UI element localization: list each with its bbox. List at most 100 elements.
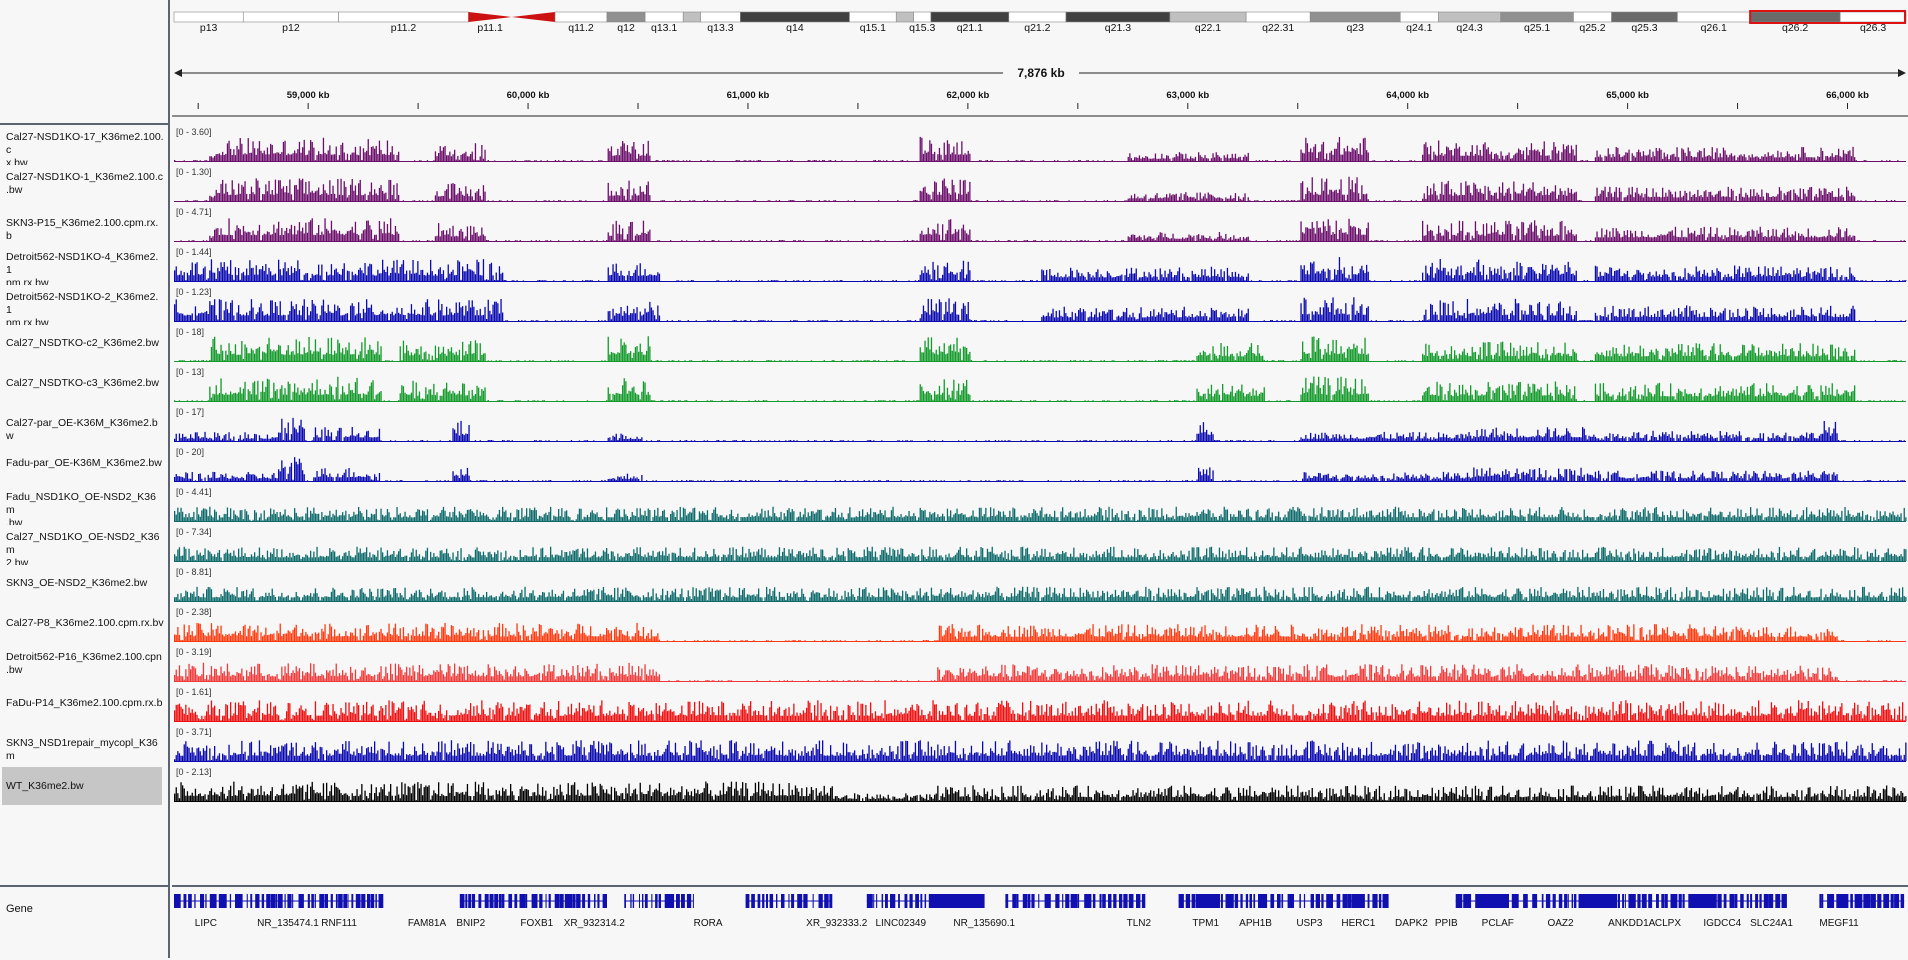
gene-name-label[interactable]: CLPX [1655, 918, 1681, 929]
signal-track[interactable]: [0 - 13] [174, 367, 1906, 402]
track-name[interactable]: FaDu-P14_K36me2.100.cpm.rx.b [6, 687, 164, 725]
signal-track[interactable]: [0 - 4.41] [174, 487, 1907, 522]
track-name-line: Fadu-par_OE-K36M_K36me2.bw [6, 457, 162, 469]
data-range-label: [0 - 4.71] [176, 207, 212, 217]
gene-exons [174, 894, 278, 908]
gene-name-label[interactable]: SLC24A1 [1750, 918, 1793, 929]
gene-name-label[interactable]: DAPK2 [1395, 918, 1428, 929]
signal-track[interactable]: [0 - 8.81] [174, 567, 1907, 602]
track-name-line: SKN3_NSD1repair_mycopl_K36m [6, 737, 158, 762]
gene-name-label[interactable]: PPIB [1435, 918, 1458, 929]
signal-track[interactable]: [0 - 4.71] [174, 207, 1906, 242]
gene-name-label[interactable]: APH1B [1239, 918, 1272, 929]
track-name[interactable]: SKN3-P15_K36me2.100.cpm.rx.b [6, 207, 164, 245]
band-q26.3 [1839, 11, 1907, 23]
band-label: q21.2 [1024, 22, 1050, 34]
data-range-label: [0 - 18] [176, 327, 204, 337]
band-label: q22.31 [1262, 22, 1294, 34]
track-name[interactable]: Detroit562-NSD1KO-4_K36me2.1 pm.rx.bw [6, 247, 164, 285]
span-left-arrow [174, 69, 182, 77]
signal-track[interactable]: [0 - 1.61] [174, 687, 1907, 722]
signal-track[interactable]: [0 - 2.13] [174, 767, 1907, 802]
track-name[interactable]: Fadu-par_OE-K36M_K36me2.bw [6, 447, 164, 485]
gene-name-label[interactable]: FAM81A [408, 918, 447, 929]
track-name-line: pm.rx.bw [6, 277, 49, 285]
band-label: p13 [200, 22, 218, 34]
track-name-text: Cal27-P8_K36me2.100.cpm.rx.bv [6, 617, 164, 629]
gene-name-label[interactable]: LIPC [195, 918, 217, 929]
gene-name-label[interactable]: TPM1 [1192, 918, 1219, 929]
track-name-line: Cal27_NSD1KO_OE-NSD2_K36m [6, 531, 160, 556]
band-label: q26.1 [1701, 22, 1727, 34]
signal-track[interactable]: [0 - 3.60] [174, 127, 1906, 162]
signal-track[interactable]: [0 - 2.38] [174, 607, 1906, 642]
gene-name-label[interactable]: HERC1 [1341, 918, 1375, 929]
track-name[interactable]: Fadu_NSD1KO_OE-NSD2_K36m .bw [6, 487, 164, 525]
signal-track[interactable]: [0 - 1.30] [174, 167, 1906, 202]
gene-name-label[interactable]: ANKDD1A [1608, 918, 1656, 929]
signal-bars [174, 417, 1905, 441]
gene-track-label[interactable]: Gene [6, 903, 33, 915]
track-name[interactable]: Cal27_NSDTKO-c2_K36me2.bw [6, 327, 164, 365]
gene-name-label[interactable]: OAZ2 [1547, 918, 1574, 929]
track-name[interactable]: SKN3_OE-NSD2_K36me2.bw [6, 567, 164, 605]
track-name-text: SKN3-P15_K36me2.100.cpm.rx.b [6, 217, 158, 242]
track-name[interactable]: Cal27-NSD1KO-17_K36me2.100.c x.bw [6, 127, 164, 165]
track-name[interactable]: Detroit562-P16_K36me2.100.cpn .bw [6, 647, 164, 685]
data-range-label: [0 - 1.44] [176, 247, 212, 257]
gene-name-label[interactable]: BNIP2 [456, 918, 485, 929]
data-range-label: [0 - 8.81] [176, 567, 212, 577]
gene-name-label[interactable]: NR_135690.1 [953, 918, 1015, 929]
band-label: q25.3 [1631, 22, 1657, 34]
band-q15.1 [849, 11, 897, 23]
ruler[interactable]: 7,876 kb 59,000 kb 60,000 kb 61,000 kb 62,00… [172, 64, 1908, 117]
band-q22.31 [1245, 11, 1311, 23]
track-name-line: SKN3-P15_K36me2.100.cpm.rx.b [6, 217, 159, 242]
gene-name-label[interactable]: XR_932314.2 [564, 918, 626, 929]
track-name[interactable]: Cal27_NSD1KO_OE-NSD2_K36m 2.bw [6, 527, 164, 565]
band-label: q14 [786, 22, 804, 34]
signal-bars [174, 546, 1907, 561]
gene-name-label[interactable]: TLN2 [1127, 918, 1152, 929]
ruler-tick-label: 63,000 kb [1166, 90, 1209, 101]
band-q25.3 [1611, 11, 1678, 23]
gene-name-label[interactable]: USP3 [1296, 918, 1323, 929]
track-name-line: Cal27-par_OE-K36M_K36me2.bw [6, 417, 158, 442]
chromosome-ideogram[interactable]: p13 p12 p11.2 p11.1 q11.2 q12 q13.1 q13.3 q14 q15… [172, 0, 1908, 123]
gene-exon-block [930, 894, 985, 908]
gene-name-label[interactable]: MEGF11 [1819, 918, 1859, 929]
data-panel[interactable]: p13 p12 p11.2 p11.1 q11.2 q12 q13.1 q13.3 q14 q15… [172, 0, 1908, 958]
signal-track[interactable]: [0 - 3.19] [174, 647, 1906, 682]
gene-name-label[interactable]: XR_932333.2 [806, 918, 868, 929]
track-name[interactable]: Detroit562-NSD1KO-2_K36me2.1 pm.rx.bw [6, 287, 164, 325]
signal-track[interactable]: [0 - 1.44] [174, 247, 1907, 282]
gene-name-label[interactable]: RNF111 [321, 918, 357, 929]
track-name[interactable]: WT_K36me2.bw [2, 767, 162, 805]
data-range-label: [0 - 3.71] [176, 727, 212, 737]
track-name[interactable]: SKN3_NSD1repair_mycopl_K36m [6, 727, 164, 765]
signal-track[interactable]: [0 - 17] [174, 407, 1906, 442]
band-label: q22.1 [1195, 22, 1221, 34]
gene-name-label[interactable]: IGDCC4 [1703, 918, 1741, 929]
gene-name-label[interactable]: NR_135474.1 [257, 918, 319, 929]
gene-name-label[interactable]: LINC02349 [875, 918, 926, 929]
track-name[interactable]: Cal27_NSDTKO-c3_K36me2.bw [6, 367, 164, 405]
signal-track[interactable]: [0 - 1.23] [174, 287, 1907, 322]
signal-track[interactable]: [0 - 3.71] [174, 727, 1907, 762]
band-p13 [173, 11, 244, 23]
track-name[interactable]: Cal27-NSD1KO-1_K36me2.100.c .bw [6, 167, 164, 205]
current-view-highlight[interactable] [1749, 10, 1906, 24]
track-name[interactable]: Cal27-par_OE-K36M_K36me2.bw [6, 407, 164, 445]
band-q24.1 [1399, 11, 1439, 23]
signal-bars [174, 622, 1891, 641]
signal-track[interactable]: [0 - 7.34] [174, 527, 1907, 562]
signal-track[interactable]: [0 - 20] [174, 447, 1906, 482]
gene-exons [1178, 894, 1389, 908]
signal-track[interactable]: [0 - 18] [174, 327, 1906, 362]
gene-track[interactable]: LIPC NR_135474.1 RNF111 FAM81A BNIP2 FOXB1 XR_… [172, 885, 1908, 929]
track-name[interactable]: Cal27-P8_K36me2.100.cpm.rx.bv [6, 607, 164, 645]
track-name-text: Fadu-par_OE-K36M_K36me2.bw [6, 457, 162, 469]
gene-name-label[interactable]: RORA [694, 918, 723, 929]
gene-name-label[interactable]: FOXB1 [520, 918, 553, 929]
gene-name-label[interactable]: PCLAF [1482, 918, 1514, 929]
